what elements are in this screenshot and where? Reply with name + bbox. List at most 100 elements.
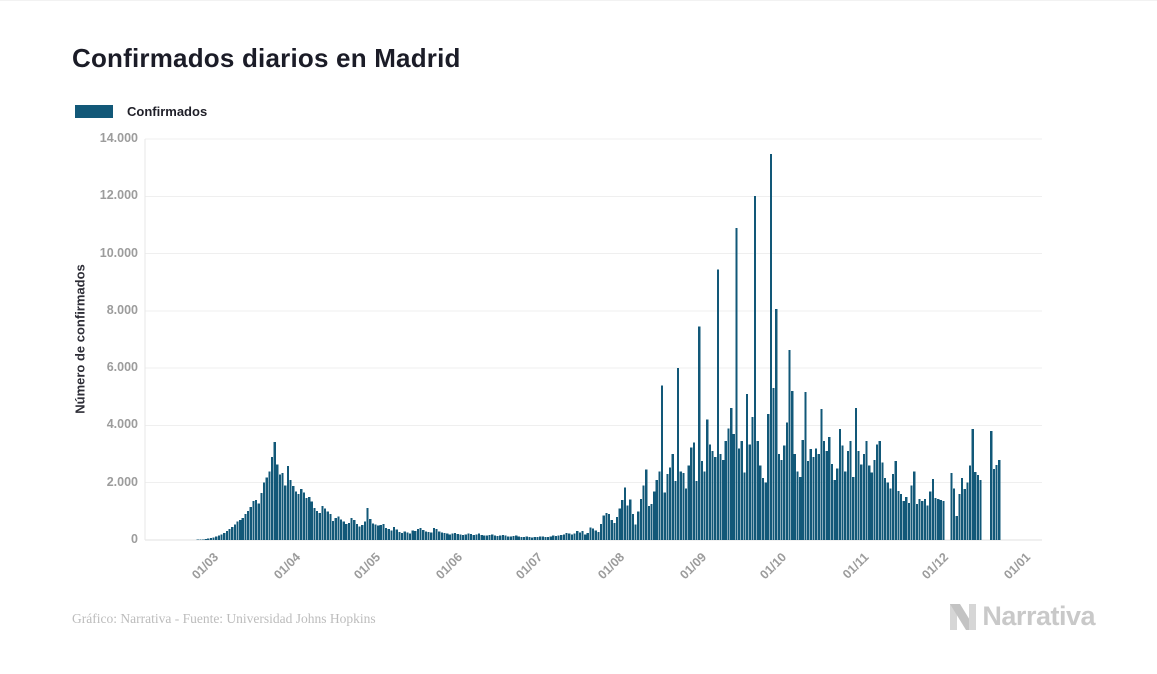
bar: [212, 537, 215, 540]
bar: [316, 511, 319, 540]
bar: [825, 451, 828, 540]
bar: [931, 478, 934, 540]
page-title: Confirmados diarios en Madrid: [72, 43, 461, 73]
bar: [241, 517, 244, 540]
bar: [310, 501, 313, 540]
bar: [589, 527, 592, 540]
bar: [838, 428, 842, 540]
bar: [284, 485, 287, 540]
bar: [852, 476, 855, 540]
bar: [584, 534, 587, 540]
bar: [605, 512, 608, 540]
bar: [963, 489, 966, 540]
bar: [979, 480, 982, 540]
bar: [836, 468, 839, 540]
bar: [873, 459, 876, 540]
bar: [485, 535, 489, 540]
bar: [544, 537, 547, 540]
bar: [671, 454, 674, 540]
bar: [377, 525, 380, 540]
bar: [538, 536, 542, 540]
bar: [727, 428, 730, 540]
bar: [735, 228, 738, 540]
bar: [334, 517, 337, 540]
bar: [464, 534, 467, 540]
bar: [565, 532, 568, 540]
bar: [613, 522, 616, 540]
narrativa-logo: Narrativa: [950, 601, 1095, 632]
bar: [637, 511, 640, 540]
bar: [286, 466, 290, 540]
bar: [629, 499, 632, 540]
bar: [796, 471, 799, 540]
bar: [647, 505, 650, 540]
bar: [475, 534, 478, 540]
bar: [395, 529, 398, 540]
bar: [560, 534, 563, 540]
bar: [910, 485, 913, 540]
bar: [438, 531, 441, 540]
bar: [480, 534, 483, 540]
bar: [552, 535, 555, 540]
bar: [974, 472, 977, 540]
y-tick-label: 4.000: [106, 417, 138, 432]
bar: [581, 531, 584, 540]
bar: [422, 529, 425, 540]
bar: [199, 539, 202, 540]
bar: [262, 482, 266, 540]
bar: [929, 491, 932, 540]
bar: [366, 507, 369, 540]
bar: [323, 508, 327, 540]
bar: [523, 537, 526, 540]
bar: [554, 535, 558, 540]
bar: [446, 533, 449, 540]
bar: [719, 454, 722, 540]
bar: [793, 454, 796, 540]
bar: [650, 504, 653, 540]
bar: [679, 471, 682, 540]
bar: [698, 326, 701, 540]
bar: [403, 531, 406, 540]
bar: [483, 535, 486, 540]
bar: [849, 440, 852, 540]
bar: [756, 440, 759, 540]
bar: [233, 524, 236, 540]
bar: [358, 526, 361, 540]
bar: [385, 527, 388, 540]
bar: [217, 535, 221, 540]
bar: [690, 447, 693, 540]
bar: [621, 499, 624, 540]
bar: [846, 451, 850, 540]
bar: [249, 507, 252, 540]
bar: [440, 532, 443, 540]
bar: [318, 512, 321, 540]
bar: [231, 526, 234, 540]
bar: [432, 527, 435, 540]
bar: [454, 532, 457, 540]
bar: [730, 408, 733, 540]
bar: [607, 514, 611, 540]
bar: [435, 529, 438, 540]
bar: [501, 534, 504, 540]
bar: [379, 525, 382, 540]
legend-swatch-confirmados: [75, 105, 113, 118]
bar: [804, 391, 807, 540]
bar: [305, 497, 308, 540]
bar: [459, 534, 462, 540]
bar: [915, 503, 919, 540]
bar: [862, 454, 865, 540]
bar: [952, 488, 956, 540]
bar: [371, 523, 374, 540]
bar: [634, 524, 637, 540]
bar: [236, 521, 239, 540]
bar: [600, 523, 603, 540]
bar: [297, 494, 300, 540]
bar: [743, 472, 746, 540]
bar: [268, 471, 271, 540]
bar: [934, 497, 937, 540]
bar: [408, 533, 412, 540]
bar: [443, 533, 446, 540]
bar: [854, 408, 857, 540]
bar: [568, 533, 571, 540]
bar: [841, 445, 844, 540]
